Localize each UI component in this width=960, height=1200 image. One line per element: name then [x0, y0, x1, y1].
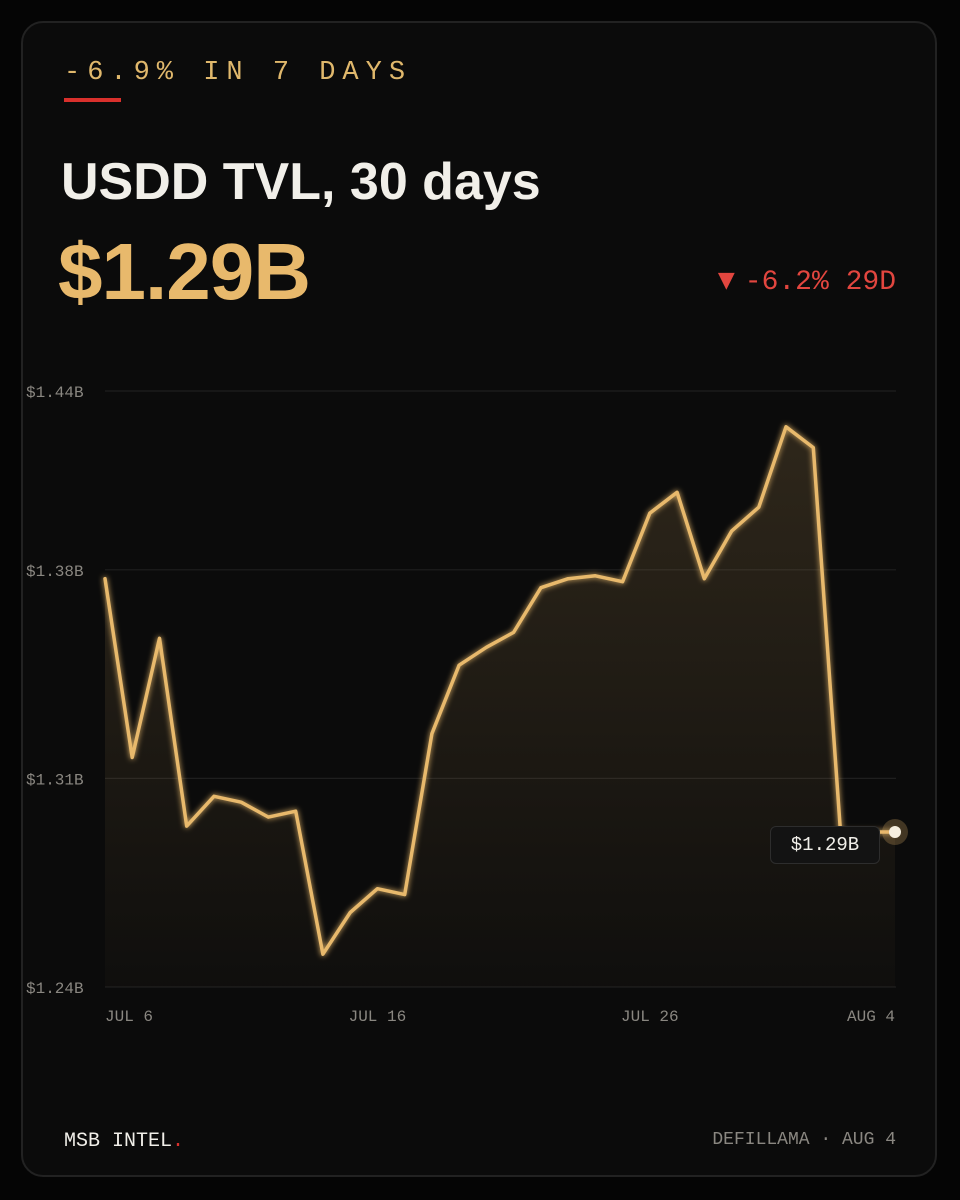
period-change-text: -6.2% 29D — [744, 267, 896, 298]
y-tick-label: $1.44B — [26, 384, 84, 402]
x-tick-label: JUL 16 — [349, 1008, 407, 1026]
weekly-change-kicker: -6.9% IN 7 DAYS — [64, 58, 413, 88]
brand-label: MSB INTEL. — [64, 1130, 184, 1153]
kicker-underline — [64, 98, 121, 102]
current-tvl-value: $1.29B — [58, 227, 311, 316]
chart-title: USDD TVL, 30 days — [61, 153, 541, 211]
last-point-marker — [882, 819, 908, 846]
y-tick-label: $1.38B — [26, 563, 84, 581]
last-point-dot — [889, 826, 901, 839]
tvl-area-fill — [105, 426, 895, 987]
y-tick-label: $1.24B — [26, 980, 84, 998]
down-triangle-icon: ▼ — [717, 268, 735, 293]
x-tick-label: JUL 6 — [105, 1008, 153, 1026]
brand-name: MSB INTEL — [64, 1130, 173, 1153]
tvl-series-line — [103, 425, 897, 956]
period-change: ▼ -6.2% 29D — [718, 267, 896, 298]
brand-dot: . — [172, 1130, 185, 1153]
x-tick-label: JUL 26 — [621, 1008, 679, 1026]
x-axis-ticks: JUL 6 JUL 16 JUL 26 AUG 4 — [105, 1008, 895, 1026]
y-tick-label: $1.31B — [26, 771, 84, 789]
source-label: DEFILLAMA · AUG 4 — [712, 1130, 896, 1150]
y-axis-ticks: $1.44B $1.38B $1.31B $1.24B — [26, 384, 84, 998]
last-value-tooltip: $1.29B — [770, 826, 880, 864]
x-tick-label: AUG 4 — [847, 1008, 895, 1026]
